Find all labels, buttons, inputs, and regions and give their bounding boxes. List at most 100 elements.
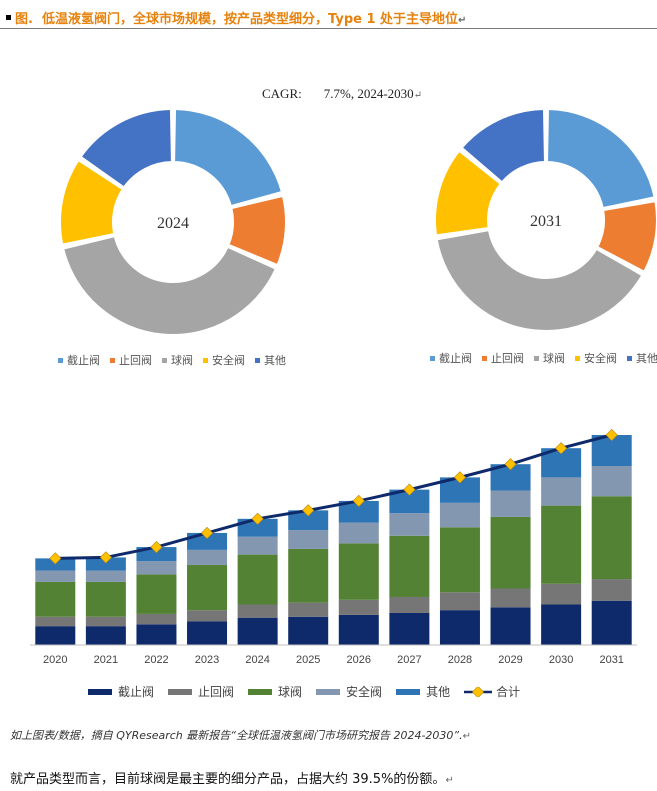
legend-item-qita: 其他 <box>627 350 657 366</box>
bar-segment-止回阀-2027 <box>389 596 430 613</box>
legend-item-qiu: 球阀 <box>534 350 565 366</box>
donut-slice-4 <box>434 149 503 237</box>
legend-swatch <box>575 355 580 361</box>
donut-slice-3 <box>435 228 644 332</box>
bar-segment-截止阀-2031 <box>591 600 632 645</box>
charts-canvas: 2024 2031 2020 2021 2022 2023 2024 2025 2026 20… <box>30 107 657 666</box>
total-marker-2026 <box>352 494 365 508</box>
bar-segment-止回阀-2026 <box>338 599 379 615</box>
cagr-value: 7.7%, 2024-2030 <box>323 86 414 101</box>
x-tick-label: 2020 <box>43 654 67 666</box>
bar-segment-截止阀-2030 <box>541 604 582 645</box>
donut-slice-2 <box>227 194 287 267</box>
bar-segment-安全阀-2023 <box>187 549 228 565</box>
bar-segment-球阀-2023 <box>187 564 228 611</box>
total-marker-2020 <box>49 552 62 565</box>
total-marker-2024 <box>251 512 264 525</box>
bar-segment-止回阀-2021 <box>85 616 126 627</box>
legend-swatch <box>534 355 539 361</box>
figure-title-text: 低温液氢阀门，全球市场规模，按产品类型细分，Type 1 处于主导地位 <box>42 12 459 27</box>
bar-chart-legend: 截止阀 止回阀 球阀 安全阀 其他 合计 <box>88 683 534 700</box>
legend-label: 截止阀 <box>118 685 155 699</box>
legend-label: 其他 <box>426 685 451 699</box>
bar-segment-安全阀-2030 <box>541 477 582 506</box>
total-marker-2025 <box>302 504 315 517</box>
legend-label: 安全阀 <box>212 354 245 367</box>
legend-item-qita: 其他 <box>255 352 286 368</box>
x-tick-label: 2023 <box>195 654 219 666</box>
x-tick-label: 2029 <box>498 654 522 666</box>
bar-segment-安全阀-2024 <box>237 536 278 555</box>
donut-slice-5 <box>460 107 546 184</box>
bar-segment-截止阀-2028 <box>439 610 480 645</box>
bar-segment-其他-2026 <box>338 500 379 523</box>
legend-label: 其他 <box>636 352 657 365</box>
bar-segment-球阀-2026 <box>338 543 379 600</box>
bar-segment-安全阀-2025 <box>288 530 329 549</box>
paragraph-mark: ↵ <box>458 15 467 26</box>
x-tick-label: 2031 <box>599 654 623 666</box>
bar-segment-截止阀-2027 <box>389 612 430 645</box>
bar-segment-截止阀-2020 <box>35 626 76 645</box>
legend-item-qiu: 球阀 <box>248 683 302 700</box>
legend-label: 截止阀 <box>439 352 472 365</box>
legend-label: 止回阀 <box>119 354 152 367</box>
legend-item-anquan: 安全阀 <box>316 683 382 700</box>
bar-segment-截止阀-2025 <box>288 616 329 645</box>
legend-label: 球阀 <box>543 352 565 365</box>
paragraph-mark: ↵ <box>462 731 472 742</box>
total-marker-2027 <box>403 483 416 496</box>
bar-segment-球阀-2020 <box>35 581 76 617</box>
bar-segment-其他-2021 <box>85 557 126 571</box>
legend-swatch <box>203 357 208 363</box>
bullet-square-icon <box>6 15 11 20</box>
total-marker-2029 <box>504 458 517 471</box>
bar-segment-其他-2020 <box>35 558 76 571</box>
donut-center-label: 2024 <box>157 215 189 232</box>
bar-segment-截止阀-2026 <box>338 614 379 645</box>
legend-item-jiezhi: 截止阀 <box>430 350 472 366</box>
bar-segment-球阀-2022 <box>136 574 177 614</box>
x-tick-label: 2027 <box>397 654 421 666</box>
legend-item-qiu: 球阀 <box>162 352 193 368</box>
bar-segment-球阀-2028 <box>439 527 480 593</box>
bar-segment-球阀-2027 <box>389 535 430 597</box>
x-tick-label: 2025 <box>296 654 320 666</box>
x-tick-label: 2024 <box>245 654 269 666</box>
legend-item-qita: 其他 <box>396 683 450 700</box>
bar-segment-止回阀-2020 <box>35 616 76 627</box>
legend-swatch <box>58 357 63 363</box>
bar-segment-安全阀-2026 <box>338 522 379 544</box>
donut-slice-3 <box>61 234 278 336</box>
bar-segment-安全阀-2020 <box>35 570 76 582</box>
bar-segment-其他-2025 <box>288 510 329 531</box>
bar-segment-截止阀-2024 <box>237 617 278 645</box>
x-tick-label: 2028 <box>448 654 472 666</box>
bar-segment-止回阀-2023 <box>187 610 228 622</box>
legend-swatch <box>88 688 112 695</box>
x-tick-label: 2030 <box>549 654 573 666</box>
bar-segment-安全阀-2021 <box>85 570 126 582</box>
x-tick-label: 2022 <box>144 654 168 666</box>
title-underline <box>0 28 657 29</box>
legend-swatch <box>627 355 632 361</box>
bar-segment-止回阀-2030 <box>541 583 582 605</box>
bar-segment-其他-2027 <box>389 489 430 514</box>
source-note: 如上图表/数据，摘自 QYResearch 最新报告“全球低温液氢阀门市场研究报… <box>10 727 471 743</box>
legend-label: 止回阀 <box>491 352 524 365</box>
bar-segment-球阀-2029 <box>490 516 531 589</box>
figure-label: 图. <box>15 12 33 27</box>
legend-item-jiezhi: 截止阀 <box>88 683 154 700</box>
legend-swatch <box>162 357 167 363</box>
figure-title: 图. 低温液氢阀门，全球市场规模，按产品类型细分，Type 1 处于主导地位↵ <box>6 8 466 27</box>
legend-swatch <box>396 688 421 695</box>
bar-segment-球阀-2021 <box>85 581 126 617</box>
legend-item-anquan: 安全阀 <box>575 350 617 366</box>
legend-item-zhihui: 止回阀 <box>168 683 234 700</box>
legend-swatch <box>430 355 435 361</box>
legend-swatch <box>255 357 260 363</box>
total-line-swatch <box>464 686 493 697</box>
donut-slice-1 <box>546 107 656 210</box>
total-marker-2028 <box>453 471 467 484</box>
bar-segment-截止阀-2029 <box>490 607 531 645</box>
